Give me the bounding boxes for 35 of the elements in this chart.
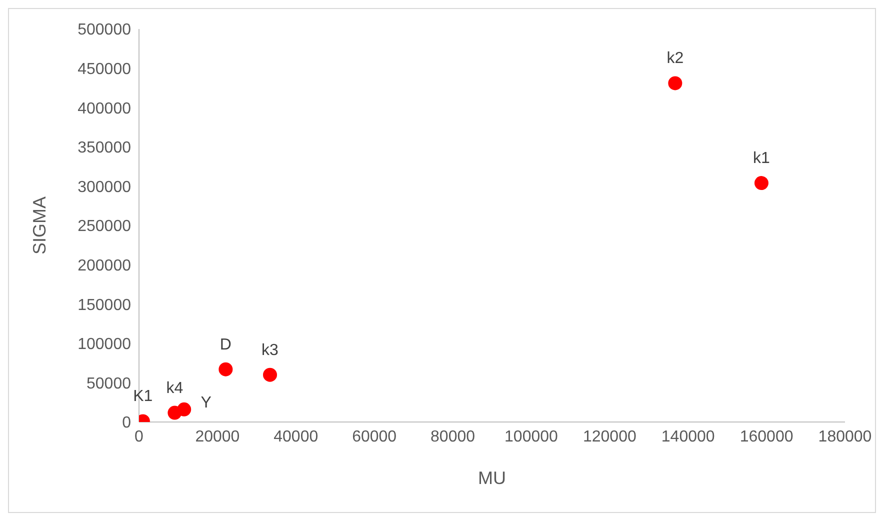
point: [218, 362, 233, 376]
x-tick-label: 100000: [504, 428, 558, 446]
point: [668, 76, 682, 90]
y-tick-label: 350000: [78, 140, 132, 157]
data-label: K1: [133, 388, 153, 406]
y-tick-label: 500000: [78, 22, 132, 39]
y-tick-label: 250000: [78, 218, 132, 236]
x-tick-label: 20000: [195, 428, 240, 446]
y-tick-label: 200000: [78, 257, 132, 274]
x-tick-label: 120000: [582, 428, 636, 446]
data-label: k3: [262, 342, 279, 359]
x-tick-label: 140000: [661, 428, 715, 446]
point: [754, 176, 768, 190]
data-label: Y: [200, 394, 212, 412]
y-tick-label: 300000: [78, 178, 132, 196]
data-label: k2: [666, 50, 684, 68]
y-tick-label: 450000: [78, 60, 132, 78]
x-tick-label: 0: [134, 428, 144, 446]
y-tick-label: 100000: [78, 336, 132, 354]
y-tick-label: 150000: [78, 296, 132, 314]
x-tick-label: 160000: [740, 428, 794, 446]
x-tick-label: 60000: [352, 428, 397, 446]
x-tick-label: 80000: [430, 428, 476, 446]
y-axis-title: SIGMA: [29, 196, 50, 255]
y-tick-label: 50000: [86, 375, 132, 392]
point: [263, 368, 277, 382]
x-axis-title: MU: [478, 468, 506, 488]
x-tick-label: 180000: [818, 428, 872, 446]
point: [177, 402, 192, 416]
data-label: k1: [753, 150, 770, 168]
data-label: D: [220, 336, 232, 354]
y-tick-label: 0: [122, 414, 132, 432]
data-label: k4: [166, 380, 184, 397]
y-tick-label: 400000: [78, 100, 132, 118]
x-tick-label: 40000: [274, 428, 318, 446]
